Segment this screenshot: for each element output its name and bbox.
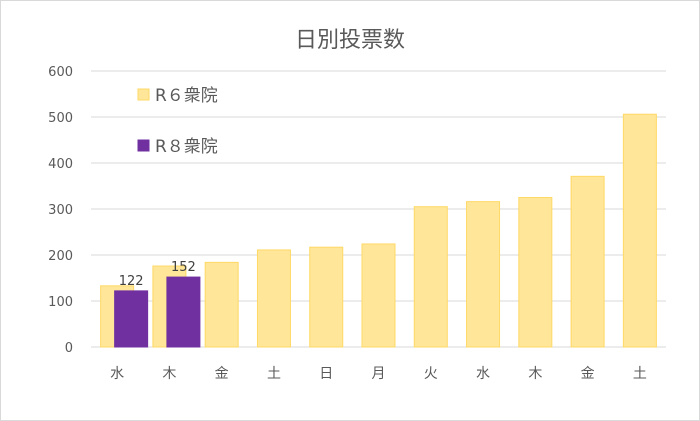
y-tick-label-100: 100 <box>48 295 73 310</box>
bar-series0-5 <box>361 243 396 348</box>
x-category-label-5: 月 <box>372 366 386 382</box>
data-label-series1-0: 122 <box>119 274 144 289</box>
bar-series1-0 <box>114 290 149 348</box>
x-category-label-2: 金 <box>215 366 229 382</box>
bar-series0-7 <box>466 201 501 348</box>
x-category-label-1: 木 <box>162 366 176 382</box>
data-label-series1-1: 152 <box>171 260 196 275</box>
bar-series1-1 <box>166 276 201 348</box>
x-category-label-6: 火 <box>424 366 438 382</box>
y-tick-label-600: 600 <box>48 65 73 80</box>
bar-series0-4 <box>309 246 344 348</box>
y-tick-label-200: 200 <box>48 249 73 264</box>
legend-swatch-1 <box>137 139 150 152</box>
y-tick-label-400: 400 <box>48 157 73 172</box>
bar-series0-10 <box>622 113 657 348</box>
bar-series0-6 <box>413 206 448 348</box>
legend-label-0: R６衆院 <box>155 86 218 106</box>
bar-series0-9 <box>570 175 605 348</box>
bars <box>100 113 657 348</box>
y-tick-label-300: 300 <box>48 203 73 218</box>
x-category-label-0: 水 <box>110 366 124 382</box>
legend-swatch-0 <box>137 88 150 101</box>
x-category-label-9: 金 <box>581 366 595 382</box>
x-category-label-3: 土 <box>267 366 281 382</box>
x-axis-category-labels: 水木金土日月火水木金土 <box>110 366 647 382</box>
y-axis-tick-labels: 0 100 200 300 400 500 600 <box>48 65 73 356</box>
x-category-label-10: 土 <box>633 366 647 382</box>
x-category-label-4: 日 <box>319 366 333 382</box>
legend-label-1: R８衆院 <box>155 137 218 157</box>
data-labels: 122 152 <box>119 260 196 289</box>
y-tick-label-0: 0 <box>65 341 73 356</box>
x-category-label-7: 水 <box>476 366 490 382</box>
bar-series0-2 <box>204 261 239 348</box>
chart-title: 日別投票数 <box>295 28 405 53</box>
bar-series0-3 <box>256 249 291 348</box>
legend: R６衆院 R８衆院 <box>137 86 218 157</box>
x-category-label-8: 木 <box>528 366 542 382</box>
y-tick-label-500: 500 <box>48 111 73 126</box>
bar-series0-8 <box>518 197 553 348</box>
